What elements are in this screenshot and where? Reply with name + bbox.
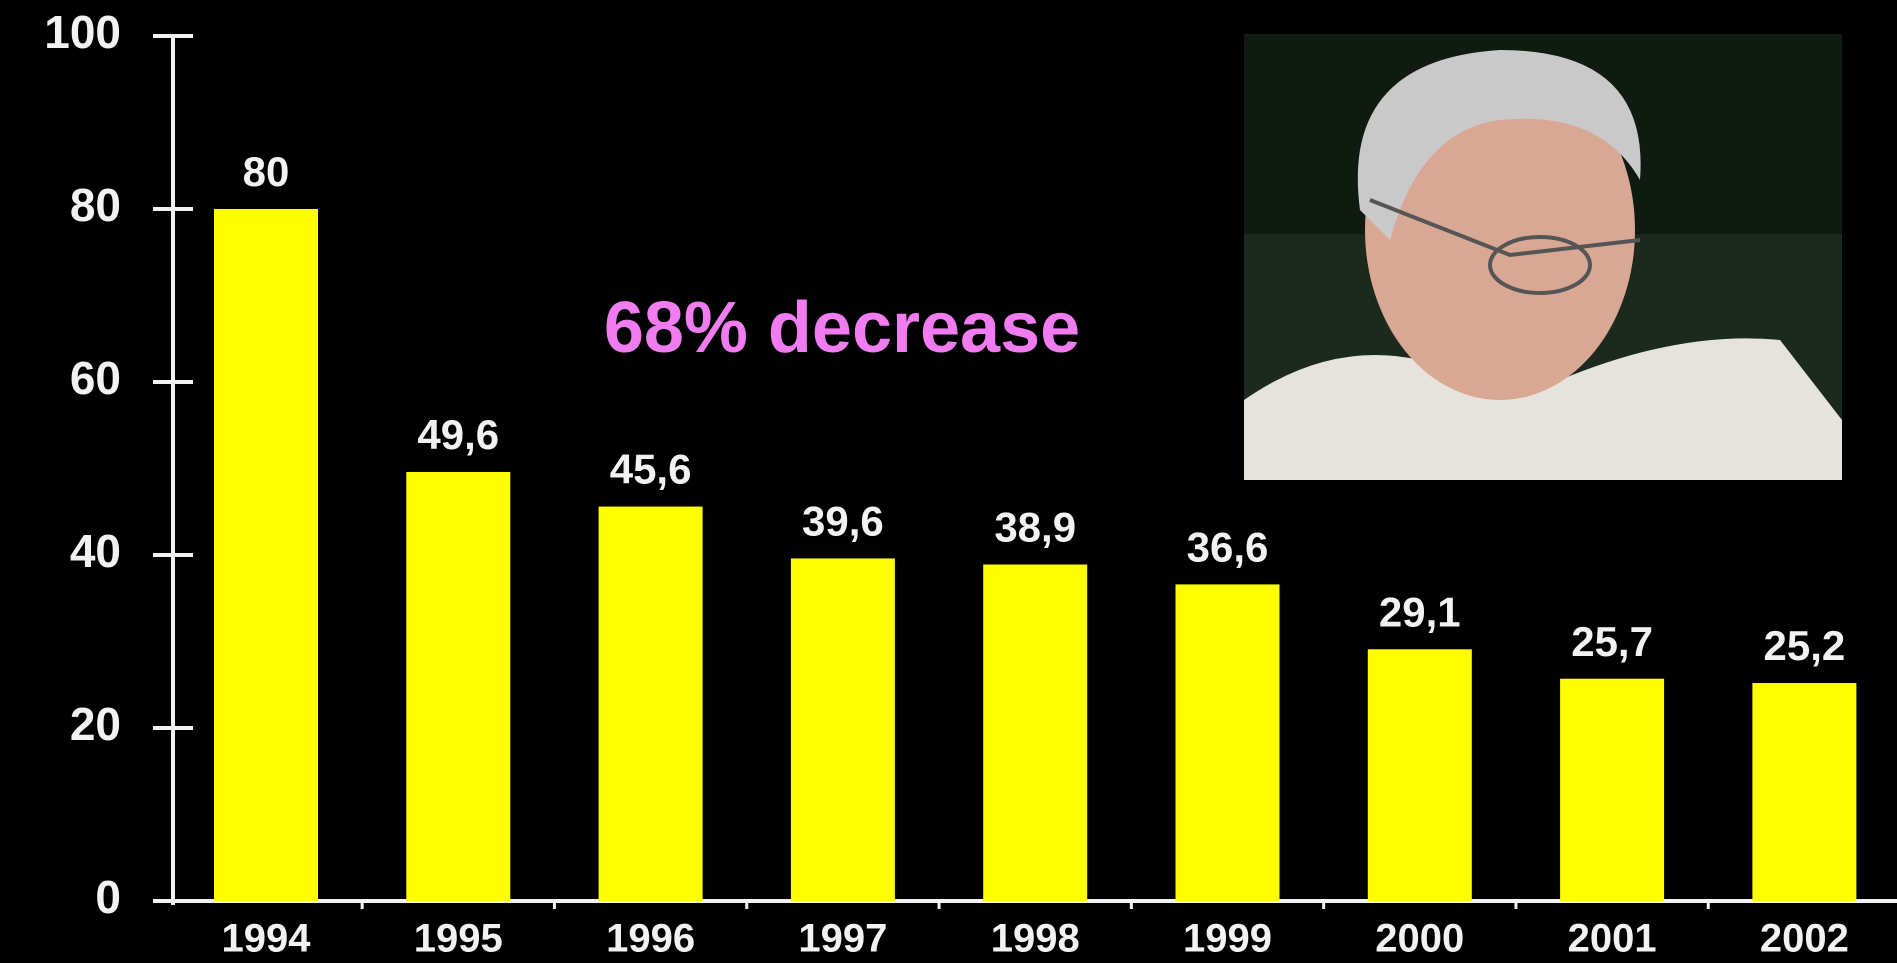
value-label: 36,6	[1187, 524, 1269, 571]
x-tick-label: 1996	[606, 917, 695, 961]
y-tick-label: 40	[70, 525, 121, 577]
value-label: 45,6	[610, 446, 692, 493]
annotation: 68% decrease	[604, 288, 1080, 368]
photo-glasses-lens	[1488, 235, 1592, 295]
x-tick-label: 1997	[798, 917, 887, 961]
x-tick-label: 1999	[1183, 917, 1272, 961]
bar	[983, 564, 1088, 901]
value-label: 25,7	[1571, 618, 1653, 665]
x-tick-label: 1998	[991, 917, 1080, 961]
bar	[598, 506, 703, 901]
y-tick-label: 100	[44, 6, 121, 58]
value-label: 39,6	[802, 498, 884, 545]
bar	[1752, 683, 1857, 901]
x-tick-label: 2002	[1760, 917, 1849, 961]
photo-hair	[1357, 50, 1641, 240]
photo-shirt	[1244, 338, 1842, 480]
bar	[214, 209, 318, 901]
x-tick-label: 2001	[1568, 917, 1657, 961]
value-label: 49,6	[417, 411, 499, 458]
bar	[406, 471, 511, 901]
photo-glasses	[1369, 198, 1641, 258]
bar	[1560, 678, 1665, 901]
value-label: 38,9	[994, 504, 1076, 551]
bar	[1175, 584, 1280, 901]
bar	[1367, 649, 1472, 901]
x-tick-label: 1995	[414, 917, 503, 961]
y-tick-label: 20	[70, 698, 121, 750]
value-label: 80	[243, 148, 290, 195]
photo	[1244, 34, 1842, 480]
y-tick-label: 0	[95, 871, 121, 923]
y-tick-label: 80	[70, 179, 121, 231]
bar	[790, 558, 895, 901]
y-tick-label: 60	[70, 352, 121, 404]
x-tick-label: 2000	[1375, 917, 1464, 961]
x-tick-label: 1994	[222, 917, 312, 961]
value-label: 25,2	[1764, 622, 1846, 669]
value-label: 29,1	[1379, 588, 1461, 635]
